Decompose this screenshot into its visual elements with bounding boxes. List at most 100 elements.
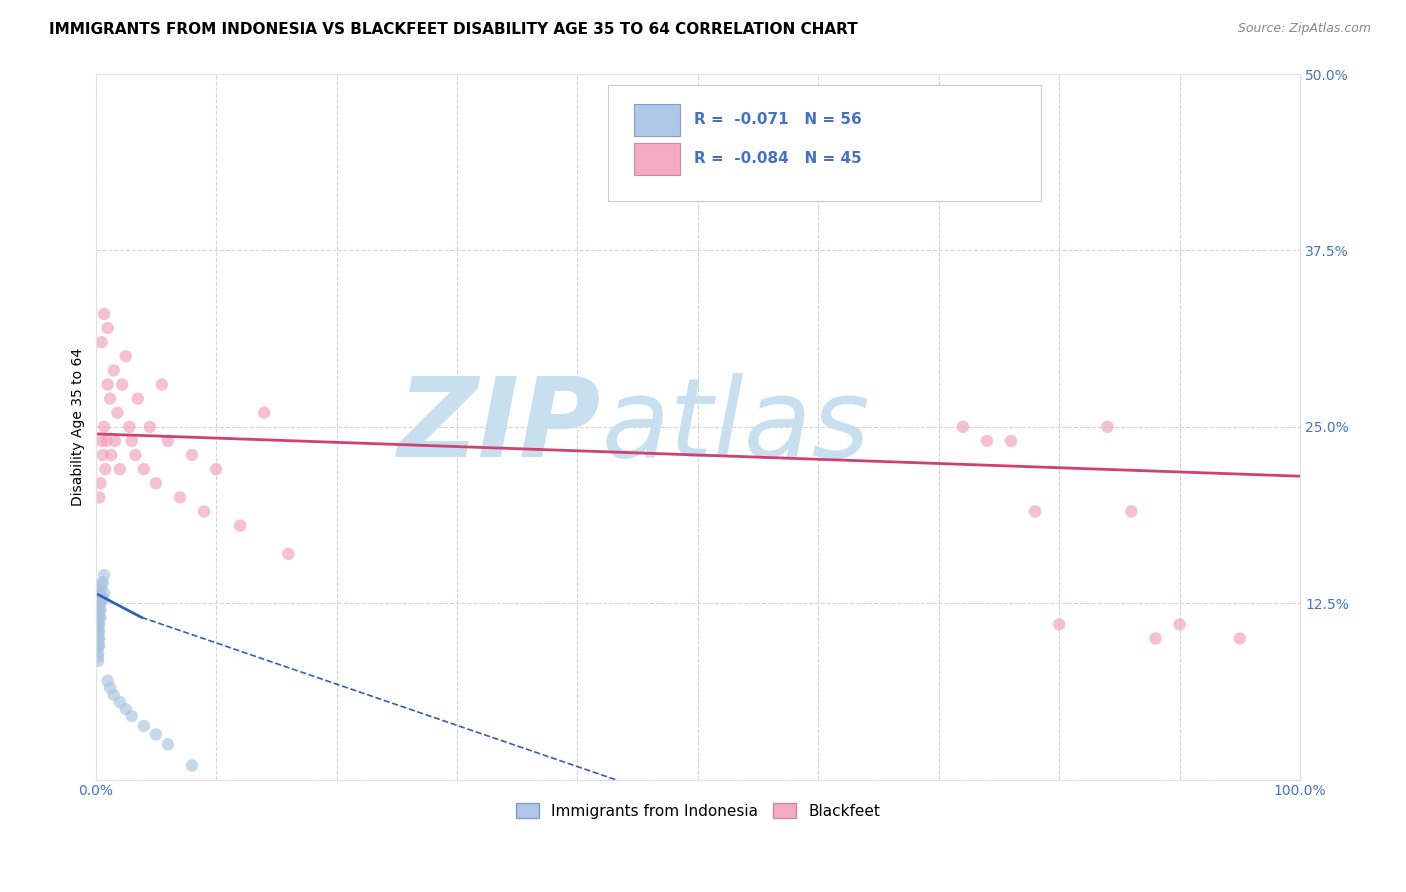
FancyBboxPatch shape <box>634 104 681 136</box>
Point <box>89 598 111 612</box>
Point <box>1168 617 1191 632</box>
Point <box>156 434 179 448</box>
Point <box>93 568 115 582</box>
Point <box>89 582 111 596</box>
Point <box>89 603 111 617</box>
Point <box>86 600 108 615</box>
Point <box>89 632 111 646</box>
Point <box>87 646 110 660</box>
Point <box>1024 504 1046 518</box>
Point <box>97 321 120 335</box>
Point <box>150 377 173 392</box>
Point <box>87 603 110 617</box>
Point <box>90 578 112 592</box>
Point <box>86 595 108 609</box>
Point <box>96 434 118 448</box>
Point <box>124 448 146 462</box>
Point <box>93 419 115 434</box>
Point <box>108 695 131 709</box>
Point <box>1144 632 1167 646</box>
Point <box>132 462 155 476</box>
Point <box>156 737 179 751</box>
Point <box>86 606 108 620</box>
Point <box>229 518 252 533</box>
Point <box>87 607 110 622</box>
Point <box>89 593 111 607</box>
Point <box>90 589 112 603</box>
Point <box>87 598 110 612</box>
Text: Source: ZipAtlas.com: Source: ZipAtlas.com <box>1237 22 1371 36</box>
Point <box>97 377 120 392</box>
Point <box>205 462 228 476</box>
Point <box>169 491 191 505</box>
Point <box>89 617 111 632</box>
Point <box>87 612 110 626</box>
Point <box>132 719 155 733</box>
Point <box>93 307 115 321</box>
Point <box>193 504 215 518</box>
Point <box>94 462 117 476</box>
Point <box>103 363 125 377</box>
Point <box>1047 617 1070 632</box>
Y-axis label: Disability Age 35 to 64: Disability Age 35 to 64 <box>72 348 86 506</box>
Point <box>86 617 108 632</box>
Point <box>86 624 108 639</box>
Point <box>89 639 111 653</box>
Point <box>89 610 111 624</box>
Point <box>90 335 112 350</box>
Point <box>91 575 114 590</box>
Point <box>1121 504 1143 518</box>
Point <box>121 709 143 723</box>
Point <box>93 586 115 600</box>
Text: R =  -0.071   N = 56: R = -0.071 N = 56 <box>695 112 862 128</box>
Text: atlas: atlas <box>602 374 870 480</box>
Point <box>89 589 111 603</box>
Point <box>952 419 974 434</box>
Point <box>87 589 110 603</box>
Point <box>253 406 276 420</box>
Point <box>111 377 134 392</box>
Point <box>103 688 125 702</box>
Point <box>145 727 167 741</box>
Point <box>89 624 111 639</box>
Point <box>87 632 110 646</box>
Point <box>108 462 131 476</box>
Point <box>89 491 111 505</box>
Point <box>87 622 110 636</box>
Point <box>114 349 136 363</box>
Point <box>86 620 108 634</box>
Point <box>87 593 110 607</box>
Point <box>87 625 110 640</box>
Point <box>1000 434 1022 448</box>
Point <box>98 681 121 695</box>
Point <box>91 448 114 462</box>
Point <box>145 476 167 491</box>
Point <box>976 434 998 448</box>
Point <box>89 603 111 617</box>
FancyBboxPatch shape <box>607 85 1040 201</box>
Point <box>114 702 136 716</box>
Point <box>100 448 122 462</box>
Point <box>98 392 121 406</box>
Point <box>89 596 111 610</box>
Point <box>127 392 149 406</box>
Point <box>90 434 112 448</box>
Point <box>87 640 110 654</box>
Point <box>121 434 143 448</box>
Point <box>87 617 110 632</box>
Point <box>89 589 111 603</box>
Text: IMMIGRANTS FROM INDONESIA VS BLACKFEET DISABILITY AGE 35 TO 64 CORRELATION CHART: IMMIGRANTS FROM INDONESIA VS BLACKFEET D… <box>49 22 858 37</box>
Point <box>89 610 111 624</box>
Point <box>89 585 111 599</box>
FancyBboxPatch shape <box>634 143 681 175</box>
Point <box>105 406 128 420</box>
Text: R =  -0.084   N = 45: R = -0.084 N = 45 <box>695 151 862 166</box>
Point <box>86 639 108 653</box>
Point <box>277 547 299 561</box>
Point <box>86 615 108 629</box>
Point <box>87 654 110 668</box>
Point <box>139 419 162 434</box>
Point <box>86 632 108 646</box>
Point <box>1229 632 1251 646</box>
Point <box>87 649 110 664</box>
